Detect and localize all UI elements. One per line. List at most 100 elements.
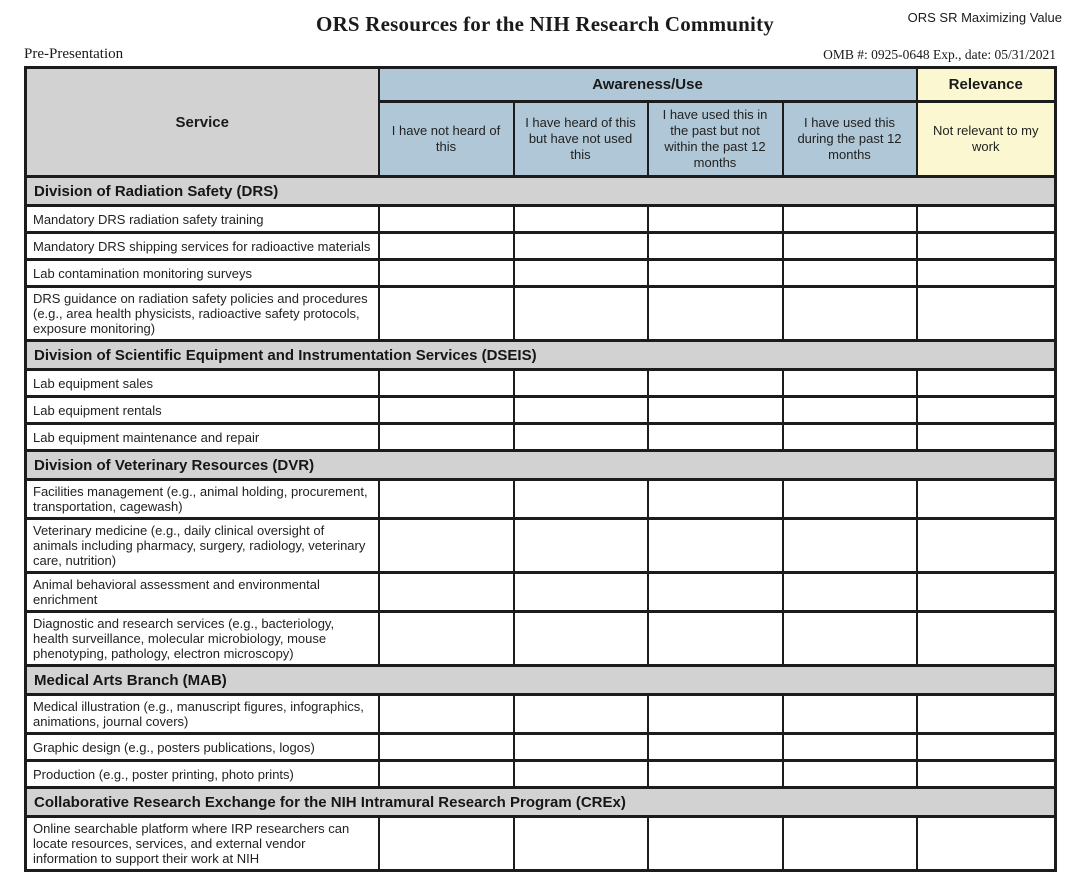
table-row: Medical illustration (e.g., manuscript f…	[24, 693, 1057, 735]
table-row: Graphic design (e.g., posters publicatio…	[24, 732, 1057, 762]
section-row: Division of Scientific Equipment and Ins…	[24, 339, 1057, 371]
answer-cell	[512, 732, 649, 762]
answer-cell	[915, 478, 1057, 520]
service-label: Lab equipment sales	[24, 368, 380, 398]
answer-cell	[512, 815, 649, 872]
answer-cell	[377, 204, 515, 234]
answer-cell	[646, 610, 784, 667]
answer-cell	[781, 610, 918, 667]
answer-cell	[915, 368, 1057, 398]
answer-cell	[512, 395, 649, 425]
table-row: Veterinary medicine (e.g., daily clinica…	[24, 517, 1057, 574]
answer-cell	[646, 231, 784, 261]
service-label: Medical illustration (e.g., manuscript f…	[24, 693, 380, 735]
answer-cell	[781, 732, 918, 762]
answer-cell	[377, 759, 515, 789]
service-label: Facilities management (e.g., animal hold…	[24, 478, 380, 520]
table-row: Mandatory DRS radiation safety training	[24, 204, 1057, 234]
answer-cell	[781, 395, 918, 425]
answer-cell	[781, 285, 918, 342]
table-row: Lab equipment maintenance and repair	[24, 422, 1057, 452]
column-header-not-heard: I have not heard of this	[377, 100, 515, 178]
answer-cell	[512, 204, 649, 234]
answer-cell	[512, 759, 649, 789]
section-row: Division of Radiation Safety (DRS)	[24, 175, 1057, 207]
answer-cell	[781, 693, 918, 735]
service-label: Lab contamination monitoring surveys	[24, 258, 380, 288]
answer-cell	[377, 231, 515, 261]
page-title: ORS Resources for the NIH Research Commu…	[316, 12, 774, 36]
table-row: Lab equipment sales	[24, 368, 1057, 398]
table-row: Facilities management (e.g., animal hold…	[24, 478, 1057, 520]
answer-cell	[915, 571, 1057, 613]
table-row: DRS guidance on radiation safety policie…	[24, 285, 1057, 342]
service-label: Mandatory DRS radiation safety training	[24, 204, 380, 234]
service-label: Lab equipment maintenance and repair	[24, 422, 380, 452]
answer-cell	[915, 258, 1057, 288]
table-row: Lab equipment rentals	[24, 395, 1057, 425]
answer-cell	[377, 285, 515, 342]
section-title: Medical Arts Branch (MAB)	[24, 664, 1057, 696]
column-header-used-past: I have used this in the past but not wit…	[646, 100, 784, 178]
survey-table: Service Awareness/Use Relevance I have n…	[24, 66, 1057, 872]
column-header-row: I have not heard of this I have heard of…	[26, 100, 1057, 178]
column-header-heard-not-used: I have heard of this but have not used t…	[512, 100, 649, 178]
answer-cell	[781, 422, 918, 452]
answer-cell	[377, 732, 515, 762]
answer-cell	[646, 368, 784, 398]
page-header: ORS Resources for the NIH Research Commu…	[0, 0, 1090, 66]
answer-cell	[646, 732, 784, 762]
table-head: Service Awareness/Use Relevance I have n…	[24, 66, 1057, 178]
answer-cell	[512, 610, 649, 667]
omb-number: OMB #: 0925-0648 Exp., date: 05/31/2021	[823, 47, 1056, 62]
service-label: Mandatory DRS shipping services for radi…	[24, 231, 380, 261]
answer-cell	[646, 571, 784, 613]
table-row: Mandatory DRS shipping services for radi…	[24, 231, 1057, 261]
answer-cell	[512, 258, 649, 288]
answer-cell	[646, 258, 784, 288]
service-label: Online searchable platform where IRP res…	[24, 815, 380, 872]
answer-cell	[915, 693, 1057, 735]
answer-cell	[646, 395, 784, 425]
answer-cell	[781, 231, 918, 261]
answer-cell	[915, 610, 1057, 667]
answer-cell	[781, 759, 918, 789]
answer-cell	[915, 422, 1057, 452]
answer-cell	[512, 517, 649, 574]
answer-cell	[512, 693, 649, 735]
awareness-use-header: Awareness/Use	[377, 66, 918, 103]
service-column-header: Service	[24, 66, 380, 178]
service-label: Lab equipment rentals	[24, 395, 380, 425]
answer-cell	[377, 517, 515, 574]
answer-cell	[781, 517, 918, 574]
answer-cell	[377, 395, 515, 425]
table-body: Division of Radiation Safety (DRS) Mandat…	[24, 175, 1057, 872]
group-header-row: Service Awareness/Use Relevance	[24, 66, 1057, 178]
answer-cell	[512, 285, 649, 342]
table-row: Lab contamination monitoring surveys	[24, 258, 1057, 288]
table-row: Production (e.g., poster printing, photo…	[24, 759, 1057, 789]
answer-cell	[512, 478, 649, 520]
answer-cell	[781, 815, 918, 872]
answer-cell	[781, 258, 918, 288]
answer-cell	[915, 759, 1057, 789]
answer-cell	[915, 517, 1057, 574]
section-title: Division of Radiation Safety (DRS)	[24, 175, 1057, 207]
answer-cell	[646, 693, 784, 735]
section-row: Division of Veterinary Resources (DVR)	[24, 449, 1057, 481]
answer-cell	[512, 231, 649, 261]
table-row: Animal behavioral assessment and environ…	[24, 571, 1057, 613]
answer-cell	[377, 815, 515, 872]
section-title: Collaborative Research Exchange for the …	[24, 786, 1057, 818]
service-label: Diagnostic and research services (e.g., …	[24, 610, 380, 667]
section-row: Collaborative Research Exchange for the …	[24, 786, 1057, 818]
answer-cell	[915, 815, 1057, 872]
pre-presentation-label: Pre-Presentation	[24, 46, 124, 62]
section-title: Division of Scientific Equipment and Ins…	[24, 339, 1057, 371]
answer-cell	[915, 732, 1057, 762]
corner-label: ORS SR Maximizing Value	[907, 10, 1062, 25]
answer-cell	[646, 815, 784, 872]
answer-cell	[512, 368, 649, 398]
answer-cell	[512, 422, 649, 452]
column-header-not-relevant: Not relevant to my work	[915, 100, 1057, 178]
